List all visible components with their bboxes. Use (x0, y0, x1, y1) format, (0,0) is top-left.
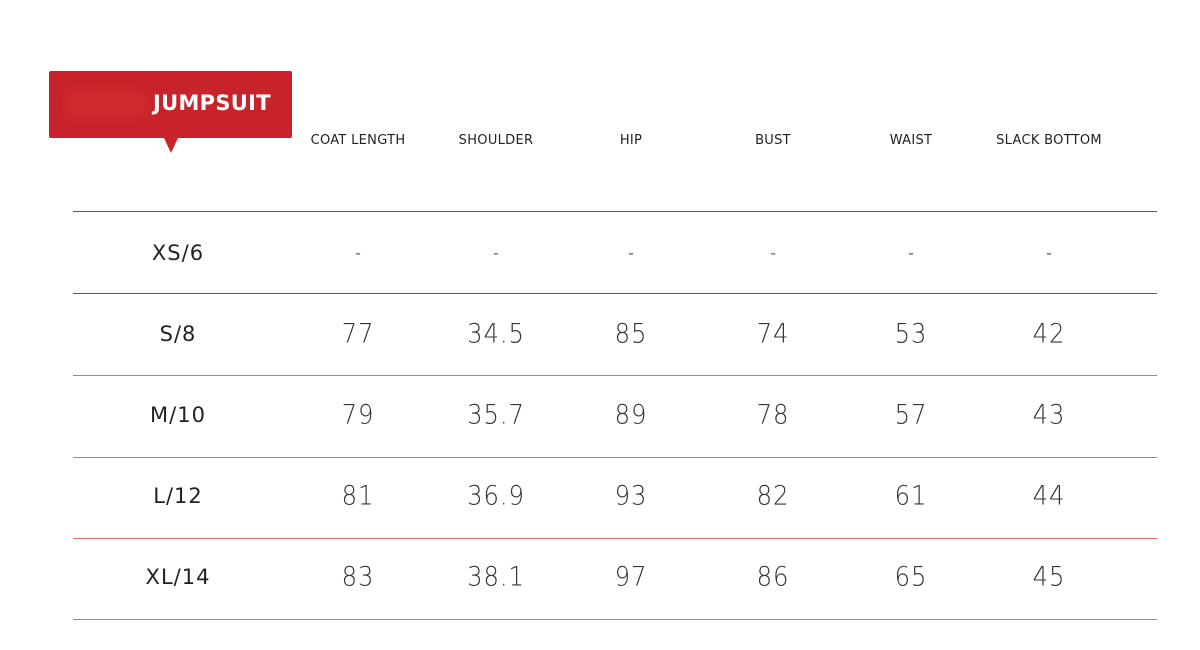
measurement-cell: 74 (756, 318, 790, 350)
measurement-cell: 83 (341, 561, 375, 593)
measurement-cell: 97 (614, 561, 648, 593)
column-header: SHOULDER (458, 133, 534, 148)
badge-pointer (164, 138, 178, 153)
size-label: L/12 (153, 484, 203, 508)
measurement-cell: - (355, 243, 361, 263)
row-divider (73, 293, 1157, 294)
measurement-cell: - (493, 243, 499, 263)
row-divider (73, 211, 1157, 212)
measurement-cell: - (628, 243, 634, 263)
row-divider (73, 457, 1157, 458)
size-label: XS/6 (151, 241, 205, 265)
category-title: JUMPSUIT (153, 91, 271, 115)
category-badge: JUMPSUIT (49, 71, 292, 153)
row-divider (73, 619, 1157, 620)
measurement-cell: 86 (756, 561, 790, 593)
measurement-cell: - (1046, 243, 1052, 263)
measurement-cell: 44 (1032, 480, 1066, 512)
measurement-cell: 79 (341, 399, 375, 431)
measurement-cell: 34.5 (467, 318, 525, 350)
measurement-cell: - (770, 243, 776, 263)
column-header: WAIST (889, 133, 933, 148)
measurement-cell: 61 (894, 480, 928, 512)
measurement-cell: 45 (1032, 561, 1066, 593)
measurement-cell: 38.1 (467, 561, 525, 593)
measurement-cell: 42 (1032, 318, 1066, 350)
size-label: S/8 (159, 322, 197, 346)
column-header: BUST (755, 133, 791, 148)
measurement-cell: 85 (614, 318, 648, 350)
measurement-cell: 93 (614, 480, 648, 512)
measurement-cell: 82 (756, 480, 790, 512)
measurement-cell: 78 (756, 399, 790, 431)
measurement-cell: 53 (894, 318, 928, 350)
measurement-cell: - (908, 243, 914, 263)
row-divider (73, 375, 1157, 376)
column-header: HIP (619, 133, 643, 148)
measurement-cell: 89 (614, 399, 648, 431)
measurement-cell: 77 (341, 318, 375, 350)
column-header: COAT LENGTH (310, 133, 406, 148)
column-header: SLACK BOTTOM (996, 133, 1102, 148)
blurred-logo (65, 89, 147, 119)
size-label: XL/14 (145, 565, 211, 589)
measurement-cell: 35.7 (467, 399, 525, 431)
row-divider (73, 538, 1157, 539)
measurement-cell: 57 (894, 399, 928, 431)
measurement-cell: 43 (1032, 399, 1066, 431)
measurement-cell: 65 (894, 561, 928, 593)
measurement-cell: 36.9 (467, 480, 525, 512)
measurement-cell: 81 (341, 480, 375, 512)
size-label: M/10 (150, 403, 206, 427)
